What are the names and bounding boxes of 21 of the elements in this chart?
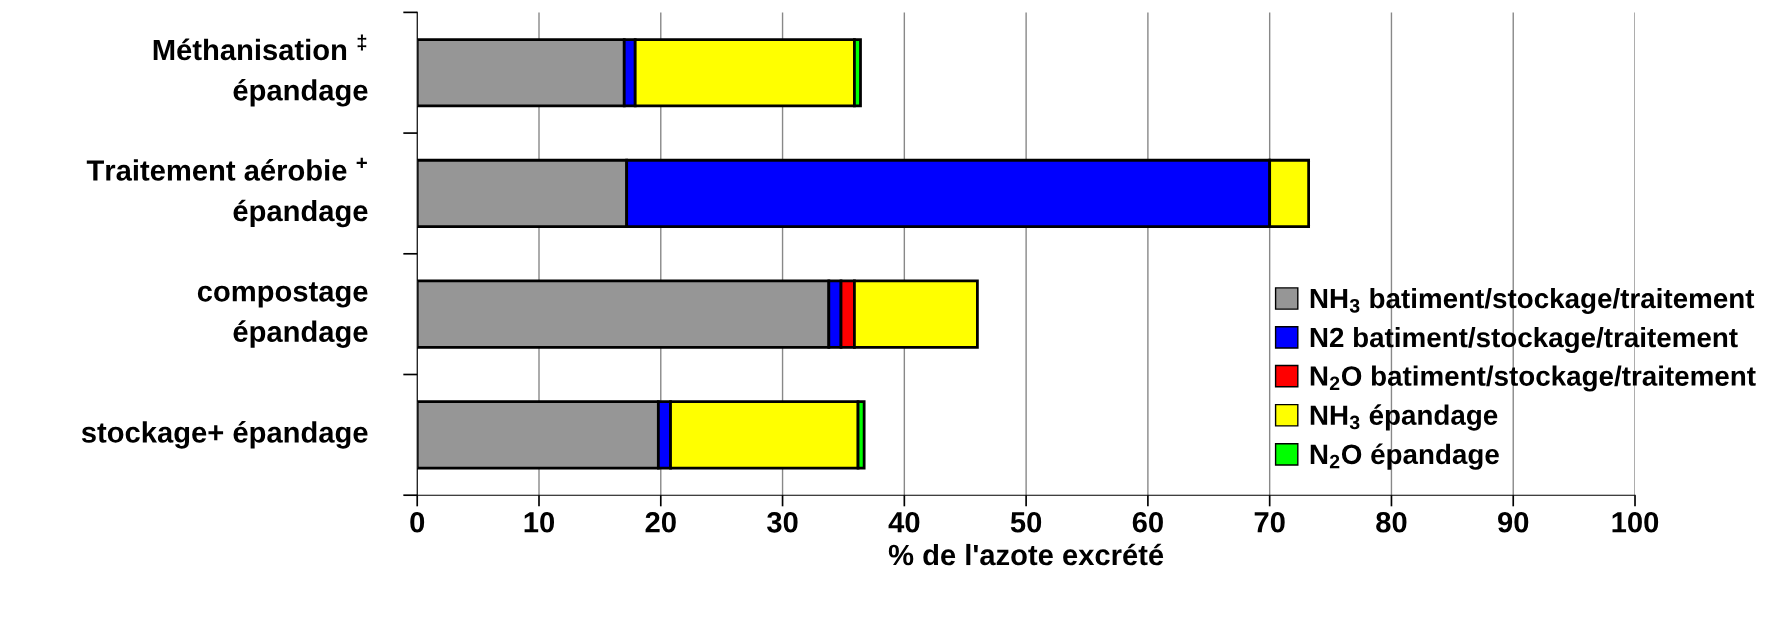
legend-label: N$_{2}$O batiment/stockage/traitement [1310,365,1756,392]
legend-label: N2 batiment/stockage/traitement [1310,326,1738,353]
legend-label: NH$_{3}$ batiment/stockage/traitement [1310,287,1755,314]
x-tick-label: 60 [1132,511,1163,533]
category-label: Méthanisation $^{‡}$ épandage [153,34,368,107]
x-tick-label: 0 [410,511,425,533]
x-axis-title: % de l'azote excrété [888,543,1164,566]
legend-label: N$_{2}$O épandage [1310,443,1499,470]
x-tick-label: 10 [524,511,555,533]
x-tick-label: 90 [1498,511,1529,533]
y-tick-label: stockage+ épandage [81,421,368,449]
y-tick-label: compostage épandage [197,282,368,348]
x-tick-label: 30 [767,511,798,533]
x-tick-label: 20 [645,511,676,533]
x-tick-label: 70 [1254,511,1285,533]
x-tick-label: 50 [1010,511,1042,533]
x-tick-label: 40 [888,511,920,533]
x-tick-label: 100 [1612,511,1659,533]
category-label: Traitement aérobie $^{+}$ épandage [86,157,368,228]
x-tick-label: 80 [1376,511,1407,533]
legend-label: NH$_{3}$ épandage [1310,404,1498,431]
